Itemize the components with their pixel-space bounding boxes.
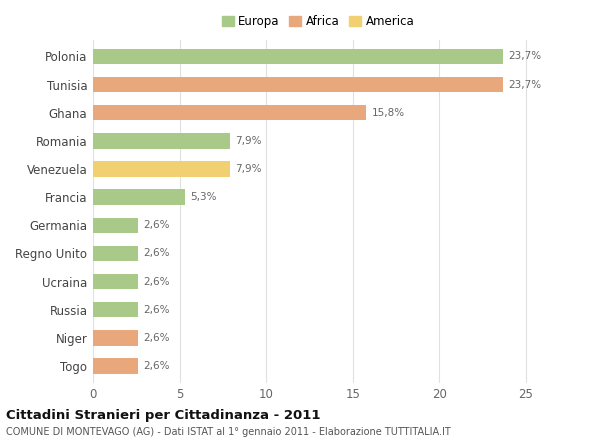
Text: 2,6%: 2,6% — [143, 304, 170, 315]
Text: 2,6%: 2,6% — [143, 276, 170, 286]
Bar — [93, 330, 138, 345]
Bar — [93, 217, 138, 233]
Text: 15,8%: 15,8% — [371, 108, 405, 118]
Bar — [93, 161, 230, 177]
Text: 7,9%: 7,9% — [235, 136, 262, 146]
Bar — [93, 105, 367, 121]
Text: 23,7%: 23,7% — [508, 51, 542, 62]
Bar — [93, 302, 138, 317]
Bar — [93, 358, 138, 374]
Text: 23,7%: 23,7% — [508, 80, 542, 90]
Text: 7,9%: 7,9% — [235, 164, 262, 174]
Bar — [93, 133, 230, 149]
Bar — [93, 189, 185, 205]
Text: 2,6%: 2,6% — [143, 220, 170, 230]
Text: 2,6%: 2,6% — [143, 361, 170, 371]
Text: COMUNE DI MONTEVAGO (AG) - Dati ISTAT al 1° gennaio 2011 - Elaborazione TUTTITAL: COMUNE DI MONTEVAGO (AG) - Dati ISTAT al… — [6, 427, 451, 437]
Text: 5,3%: 5,3% — [190, 192, 217, 202]
Bar — [93, 77, 503, 92]
Legend: Europa, Africa, America: Europa, Africa, America — [220, 13, 416, 30]
Text: 2,6%: 2,6% — [143, 333, 170, 343]
Bar — [93, 49, 503, 64]
Text: Cittadini Stranieri per Cittadinanza - 2011: Cittadini Stranieri per Cittadinanza - 2… — [6, 409, 320, 422]
Text: 2,6%: 2,6% — [143, 249, 170, 258]
Bar — [93, 246, 138, 261]
Bar — [93, 274, 138, 289]
